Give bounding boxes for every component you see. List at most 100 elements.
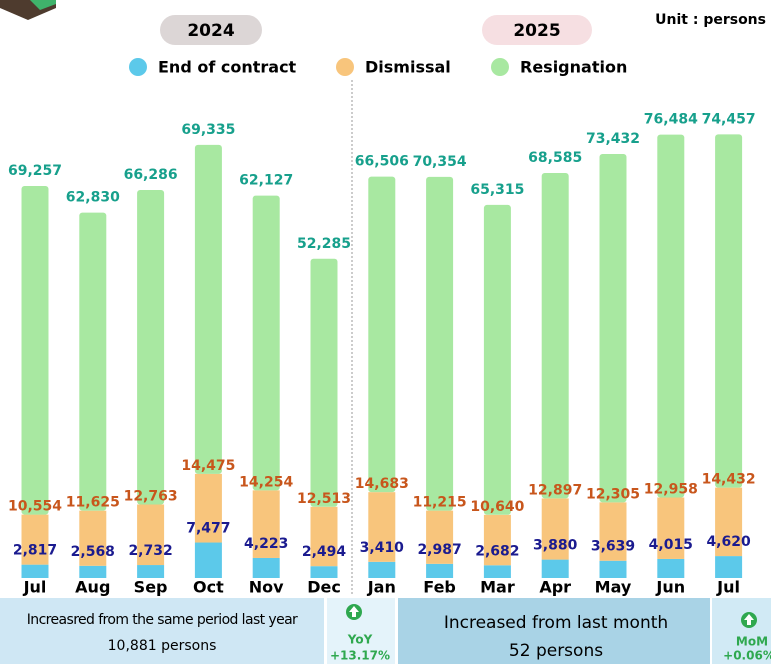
x-tick-label: Jul (716, 578, 740, 597)
value-label: 2,494 (302, 544, 347, 560)
x-tick-label: Feb (423, 578, 456, 597)
legend-swatch (491, 58, 509, 76)
bar-segment (194, 473, 222, 543)
value-label: 14,683 (355, 476, 409, 492)
bar-segment (79, 565, 107, 578)
bar-segment (137, 504, 165, 566)
value-label: 4,223 (244, 536, 288, 552)
year-label: 2025 (513, 21, 560, 41)
bar-segment (483, 565, 511, 578)
value-label: 73,432 (586, 131, 640, 147)
bar-segment (715, 134, 743, 488)
legend-label: Resignation (520, 58, 627, 77)
up-arrow (349, 606, 359, 617)
value-label: 62,830 (66, 190, 120, 206)
bar-segment (79, 212, 107, 511)
value-label: 12,305 (586, 486, 640, 502)
bar-segment (368, 561, 396, 578)
legend-swatch (336, 58, 354, 76)
bar-segment (310, 258, 338, 507)
bar-segment (483, 204, 511, 515)
bar-segment (541, 173, 569, 499)
up-arrow (744, 614, 754, 625)
bar-segment (657, 497, 685, 559)
year-label: 2024 (187, 21, 234, 41)
value-label: 70,354 (413, 154, 467, 170)
bar-segment (599, 502, 627, 561)
bar-segment (426, 510, 454, 564)
value-label: 4,620 (706, 534, 751, 550)
bar-segment (426, 176, 454, 511)
unit-label: Unit : persons (655, 12, 766, 28)
bar-segment (368, 492, 396, 562)
bar-segment (657, 134, 685, 498)
summary-box (398, 598, 710, 664)
year-pill (160, 15, 262, 45)
bar-segment (599, 153, 627, 503)
change-label: +13.17% (330, 649, 390, 663)
x-tick-label: Aug (75, 578, 110, 597)
tag-label: YoY (347, 633, 373, 647)
value-label: 66,286 (124, 167, 178, 183)
value-label: 74,457 (702, 111, 756, 127)
value-label: 12,897 (528, 482, 582, 498)
summary-text: Increased from last month (444, 613, 668, 633)
value-label: 10,640 (470, 499, 524, 515)
summary-box (0, 598, 324, 664)
legend-label: Dismissal (365, 58, 451, 77)
value-label: 62,127 (239, 173, 293, 189)
value-label: 68,585 (528, 150, 582, 166)
bar-segment (599, 560, 627, 578)
value-label: 66,506 (355, 154, 409, 170)
x-tick-label: Nov (249, 578, 284, 597)
bar-segment (368, 176, 396, 493)
bar-segment (715, 487, 743, 557)
value-label: 12,513 (297, 491, 351, 507)
bar-segment (541, 498, 569, 560)
x-tick-label: Sep (134, 578, 168, 597)
value-label: 3,410 (360, 540, 405, 556)
change-label: +0.06% (723, 649, 771, 663)
bar-segment (310, 506, 338, 567)
bar-segment (194, 542, 222, 578)
value-label: 14,475 (181, 458, 235, 474)
bar-segment (426, 563, 454, 578)
bar-segment (483, 514, 511, 566)
value-label: 3,880 (533, 538, 578, 554)
bar-segment (137, 190, 165, 505)
summary-text: Increasred from the same period last yea… (27, 612, 298, 628)
bar-segment (310, 566, 338, 578)
year-pill (482, 15, 592, 45)
value-label: 11,215 (413, 495, 467, 511)
bar-segment (657, 558, 685, 578)
value-label: 2,817 (13, 543, 57, 559)
value-label: 2,682 (475, 543, 519, 559)
value-label: 76,484 (644, 112, 698, 128)
summary-amount: 52 persons (509, 641, 603, 661)
x-tick-label: May (595, 578, 632, 597)
x-tick-label: Dec (307, 578, 341, 597)
x-tick-label: Jul (23, 578, 47, 597)
value-label: 3,639 (591, 539, 635, 555)
x-tick-label: Jan (367, 578, 396, 597)
value-label: 12,958 (644, 481, 698, 497)
summary-amount: 10,881 persons (108, 638, 217, 654)
x-tick-label: Jun (655, 578, 685, 597)
value-label: 11,625 (66, 495, 120, 511)
value-label: 7,477 (186, 521, 230, 537)
x-tick-label: Oct (193, 578, 224, 597)
value-label: 4,015 (649, 537, 693, 553)
bar-segment (715, 556, 743, 578)
tag-label: MoM (736, 635, 768, 649)
value-label: 69,257 (8, 163, 62, 179)
bar-segment (21, 564, 49, 578)
value-label: 69,335 (181, 122, 235, 138)
value-label: 14,432 (702, 472, 756, 488)
bar-segment (252, 195, 280, 491)
value-label: 52,285 (297, 236, 351, 252)
x-tick-label: Mar (480, 578, 515, 597)
value-label: 10,554 (8, 499, 62, 515)
x-tick-label: Apr (539, 578, 571, 597)
tag-box (712, 598, 771, 664)
